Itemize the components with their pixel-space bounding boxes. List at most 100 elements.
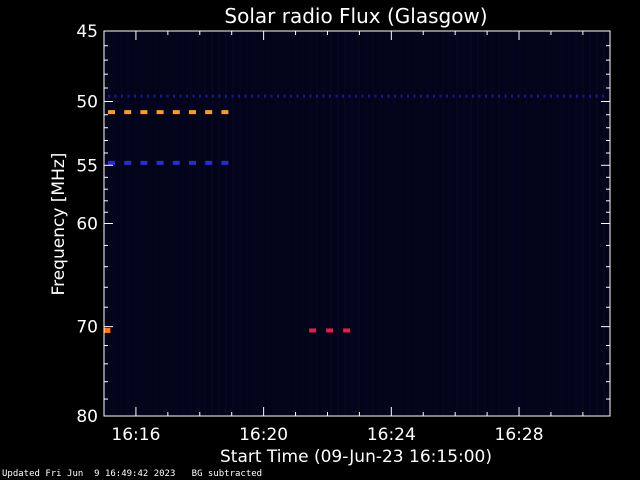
emission-dot <box>108 94 110 98</box>
emission-dot <box>257 94 260 98</box>
emission-dot <box>218 94 221 98</box>
emission-dot <box>498 94 500 98</box>
emission-dot <box>452 94 455 98</box>
y-tick-label: 60 <box>76 215 98 235</box>
emission-dot <box>147 94 149 98</box>
emission-dot <box>270 94 273 98</box>
emission-dot <box>478 94 481 98</box>
emission-dot <box>602 94 604 98</box>
emission-dash <box>140 110 148 115</box>
emission-dot <box>179 94 182 98</box>
spectral-features <box>104 94 604 333</box>
emission-dash <box>172 160 180 165</box>
y-tick-label: 80 <box>76 407 98 427</box>
emission-dot <box>283 94 286 98</box>
y-axis-label: Frequency [MHz] <box>49 153 69 296</box>
emission-dot <box>485 94 487 98</box>
emission-dash <box>108 160 115 165</box>
emission-dot <box>550 94 552 98</box>
emission-point <box>104 327 111 333</box>
emission-dot <box>381 94 383 98</box>
emission-dot <box>225 94 227 98</box>
emission-dash <box>189 110 196 115</box>
emission-dot <box>491 94 494 98</box>
emission-dot <box>173 94 175 98</box>
emission-dash <box>205 110 213 115</box>
emission-dash <box>221 110 229 115</box>
emission-dot <box>361 94 364 98</box>
footer: Updated Fri Jun 9 16:49:42 2023 BG subtr… <box>2 469 262 479</box>
emission-dot <box>537 94 539 98</box>
y-axis: 45 50 55 60 70 80 <box>76 22 610 427</box>
x-tick-label: 16:20 <box>239 425 288 445</box>
emission-dot <box>420 94 422 98</box>
x-tick-label: 16:28 <box>495 425 544 445</box>
emission-dot <box>342 94 344 98</box>
y-tick-label: 50 <box>76 93 98 113</box>
x-tick-label: 16:16 <box>111 425 160 445</box>
emission-dot <box>316 94 318 98</box>
emission-dot <box>400 94 403 98</box>
emission-dot <box>511 94 513 98</box>
emission-dash <box>221 160 229 165</box>
emission-dot <box>465 94 468 98</box>
emission-dot <box>472 94 474 98</box>
emission-dot <box>582 94 585 98</box>
emission-dot <box>192 94 195 98</box>
emission-dot <box>244 94 247 98</box>
emission-dot <box>309 94 312 98</box>
x-axis: 16:16 16:20 16:24 16:28 <box>103 31 584 445</box>
emission-dot <box>290 94 292 98</box>
y-tick-label: 45 <box>76 22 98 42</box>
emission-dot <box>296 94 299 98</box>
emission-dot <box>407 94 409 98</box>
emission-dot <box>368 94 370 98</box>
emission-dash <box>140 160 148 165</box>
x-axis-label: Start Time (09-Jun-23 16:15:00) <box>220 447 492 467</box>
emission-dash <box>156 110 164 115</box>
emission-dot <box>439 94 442 98</box>
emission-dot <box>127 94 130 98</box>
emission-dash <box>108 110 115 115</box>
emission-dot <box>413 94 416 98</box>
emission-dot <box>264 94 266 98</box>
emission-dash <box>189 160 196 165</box>
emission-dot <box>355 94 357 98</box>
x-tick-label: 16:24 <box>367 425 416 445</box>
emission-dot <box>504 94 507 98</box>
emission-dot <box>231 94 234 98</box>
emission-dash <box>124 110 132 115</box>
emission-dot <box>199 94 201 98</box>
emission-dot <box>530 94 533 98</box>
emission-dot <box>589 94 591 98</box>
emission-dot <box>322 94 325 98</box>
emission-dot <box>166 94 169 98</box>
emission-dot <box>556 94 559 98</box>
emission-dot <box>212 94 214 98</box>
emission-dot <box>121 94 123 98</box>
emission-dot <box>303 94 305 98</box>
bg-subtracted-note: BG subtracted <box>191 469 263 479</box>
emission-dash <box>205 160 213 165</box>
emission-dot <box>277 94 279 98</box>
emission-dot <box>543 94 546 98</box>
emission-dot <box>394 94 396 98</box>
emission-dot <box>251 94 253 98</box>
emission-dot <box>329 94 331 98</box>
emission-dash <box>309 328 317 333</box>
emission-dash <box>343 328 351 333</box>
emission-dash <box>156 160 164 165</box>
emission-dot <box>576 94 578 98</box>
emission-dot <box>205 94 208 98</box>
emission-dot <box>524 94 526 98</box>
emission-dot <box>517 94 520 98</box>
emission-dot <box>446 94 448 98</box>
emission-dot <box>238 94 240 98</box>
emission-dot <box>134 94 136 98</box>
emission-dash <box>326 328 334 333</box>
updated-timestamp: Updated Fri Jun 9 16:49:42 2023 <box>2 469 176 479</box>
emission-dot <box>348 94 351 98</box>
emission-dot <box>426 94 429 98</box>
emission-dot <box>374 94 377 98</box>
